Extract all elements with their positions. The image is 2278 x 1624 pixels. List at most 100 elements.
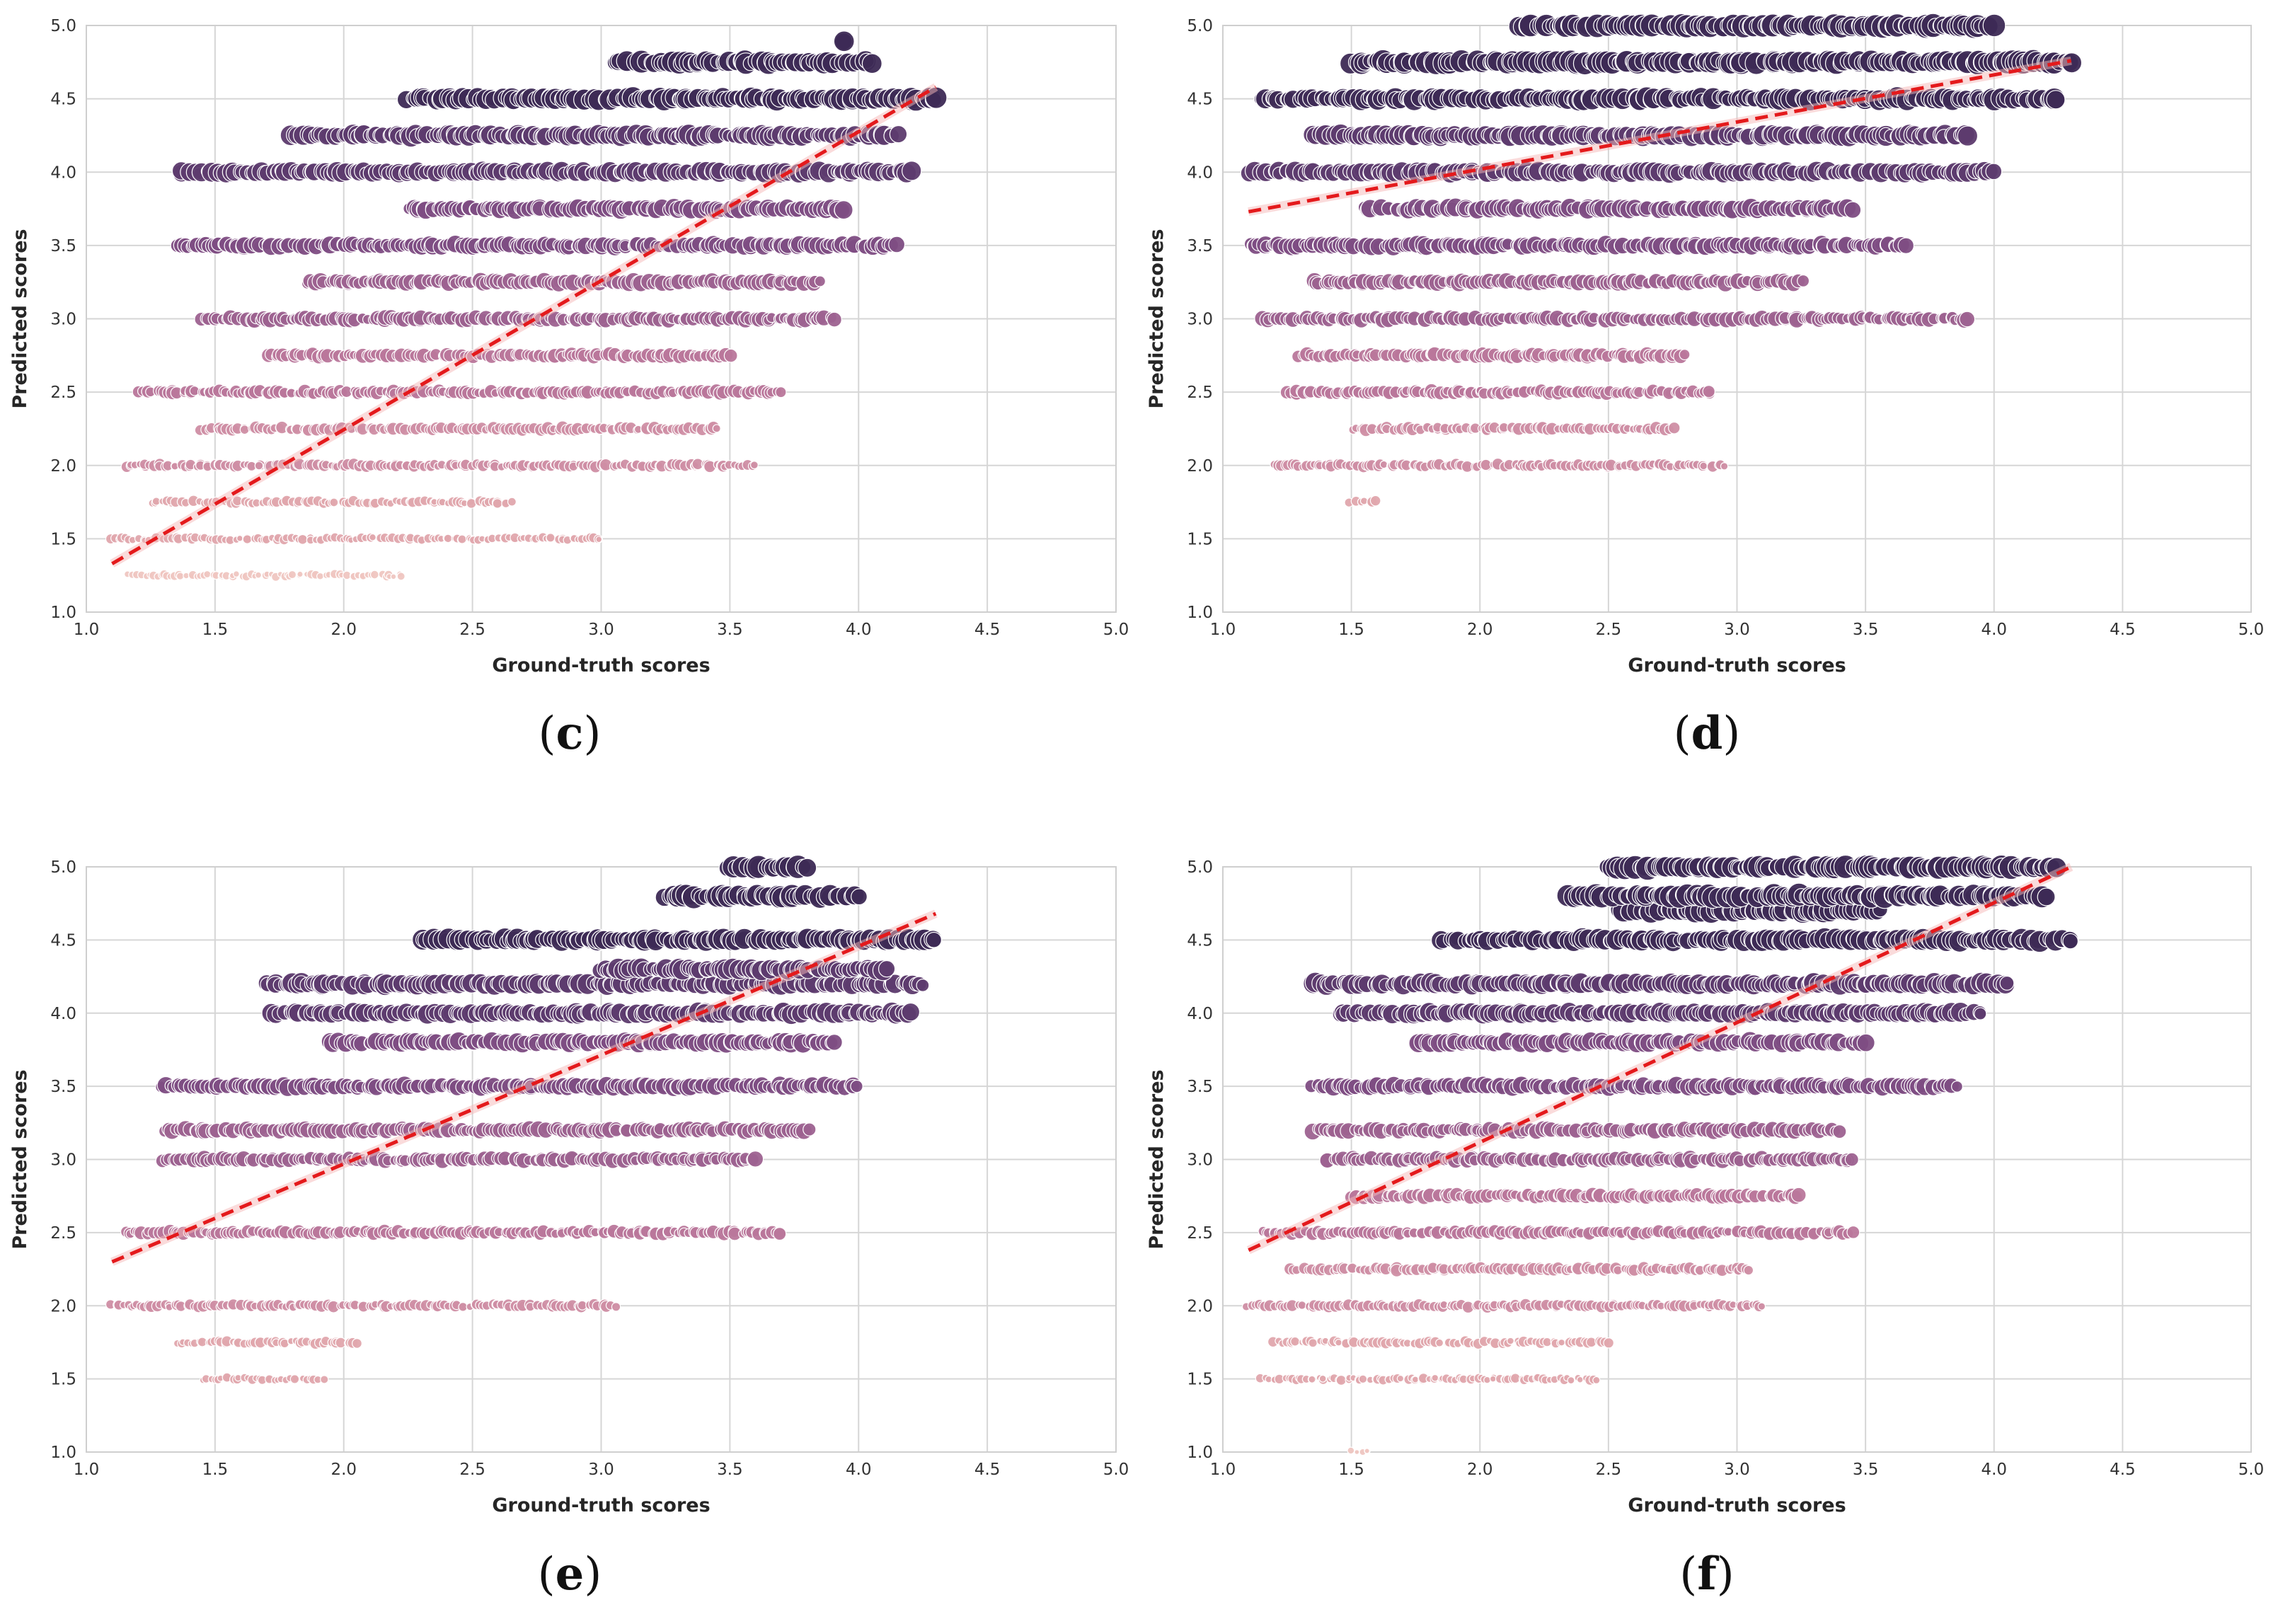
y-tick-label: 3.0: [1187, 311, 1213, 329]
scatter-points: [1240, 13, 2083, 508]
data-point: [203, 570, 212, 579]
x-tick-label: 2.0: [1467, 621, 1493, 639]
data-point: [329, 497, 339, 507]
data-point: [1959, 311, 1976, 328]
data-point: [1679, 349, 1691, 361]
data-point: [254, 461, 264, 471]
data-point: [1720, 462, 1729, 471]
data-point: [1797, 274, 1810, 288]
data-point: [242, 534, 253, 544]
x-tick-label: 5.0: [1103, 621, 1129, 639]
data-point: [297, 570, 304, 578]
data-point: [902, 161, 922, 181]
y-tick-label: 2.5: [50, 384, 76, 402]
data-point: [2046, 90, 2066, 110]
data-point: [396, 572, 405, 581]
x-tick-label: 4.5: [2110, 621, 2136, 639]
y-tick-label: 2.0: [50, 1297, 76, 1315]
y-tick-label: 5.0: [50, 17, 76, 35]
panel-label: (c): [539, 707, 602, 760]
data-point: [1843, 201, 1862, 219]
y-tick-label: 1.5: [1187, 530, 1213, 548]
data-point: [176, 572, 185, 580]
x-tick-label: 5.0: [1103, 1461, 1129, 1479]
data-point: [320, 1375, 329, 1384]
data-point: [747, 1151, 764, 1168]
x-tick-label: 2.5: [459, 1461, 485, 1479]
y-tick-label: 3.0: [50, 1151, 76, 1170]
data-point: [1985, 163, 2003, 180]
data-point: [1668, 421, 1681, 434]
y-tick-label: 1.0: [1187, 604, 1213, 622]
y-tick-label: 2.0: [1187, 457, 1213, 476]
x-tick-label: 2.5: [1596, 621, 1622, 639]
x-tick-label: 1.0: [74, 1461, 100, 1479]
chart-panel-c: 1.0 1.5 2.0 2.5 3.0 3.5 4.0 4.5 5.01.01.52.02.53…: [9, 17, 1129, 760]
data-point: [773, 1227, 787, 1241]
x-tick-label: 3.5: [717, 1461, 743, 1479]
y-tick-label: 2.0: [50, 457, 76, 476]
data-point: [492, 498, 503, 509]
data-point: [1379, 460, 1388, 469]
y-axis-label: Predicted scores: [9, 229, 31, 408]
data-point: [297, 534, 309, 545]
data-point: [834, 200, 853, 220]
data-point: [611, 1302, 621, 1312]
x-tick-label: 3.0: [588, 621, 614, 639]
x-tick-label: 1.5: [1338, 621, 1364, 639]
data-point: [287, 570, 297, 580]
y-tick-label: 3.5: [50, 1078, 76, 1096]
y-tick-label: 5.0: [1187, 17, 1213, 35]
data-point: [507, 497, 517, 507]
y-tick-label: 1.5: [50, 1371, 76, 1389]
y-tick-label: 1.0: [50, 604, 76, 622]
data-point: [546, 533, 556, 543]
x-tick-label: 3.0: [588, 1461, 614, 1479]
data-point: [316, 572, 324, 580]
data-point: [457, 534, 467, 544]
data-point: [712, 424, 721, 433]
data-point: [289, 1374, 300, 1384]
y-tick-label: 4.5: [50, 91, 76, 109]
x-tick-label: 1.5: [202, 621, 229, 639]
y-tick-label: 3.5: [1187, 237, 1213, 255]
y-tick-label: 4.5: [50, 931, 76, 950]
y-tick-label: 5.0: [50, 858, 76, 877]
data-point: [888, 236, 906, 253]
chart-panel-e: 1.0 1.5 2.0 2.5 3.0 3.5 4.0 4.5 5.01.01.52.02.53…: [9, 854, 1129, 1601]
y-tick-label: 4.5: [1187, 91, 1213, 109]
plot-frame: [86, 25, 1117, 613]
y-tick-label: 4.0: [1187, 163, 1213, 182]
data-point: [369, 533, 376, 541]
data-point: [390, 573, 397, 580]
x-tick-label: 3.5: [717, 621, 743, 639]
x-tick-label: 2.0: [330, 621, 357, 639]
data-point: [352, 1337, 362, 1349]
x-tick-label: 3.5: [1853, 621, 1879, 639]
data-point: [232, 570, 240, 578]
x-tick-label: 2.0: [330, 1461, 357, 1479]
y-tick-label: 3.5: [50, 237, 76, 255]
y-tick-label: 2.5: [1187, 384, 1213, 402]
scatter-points: [105, 854, 943, 1385]
x-tick-label: 5.0: [2238, 621, 2265, 639]
y-tick-label: 4.0: [50, 163, 76, 182]
data-point: [1369, 495, 1381, 507]
data-point: [814, 275, 826, 287]
x-tick-label: 4.0: [846, 1461, 872, 1479]
x-tick-label: 4.5: [974, 621, 1001, 639]
y-tick-label: 4.0: [50, 1005, 76, 1023]
y-tick-label: 2.5: [50, 1224, 76, 1243]
x-tick-label: 2.5: [459, 621, 485, 639]
data-point: [1957, 125, 1979, 146]
data-point: [889, 125, 908, 144]
chart-panel-d: 1.0 1.5 2.0 2.5 3.0 3.5 4.0 4.5 5.01.01.52.02.53…: [1146, 13, 2264, 760]
x-tick-label: 4.5: [974, 1461, 1001, 1479]
y-tick-label: 3.0: [50, 311, 76, 329]
x-tick-label: 4.0: [1981, 621, 2007, 639]
data-point: [239, 425, 250, 435]
data-point: [827, 311, 842, 328]
x-tick-label: 3.0: [1724, 621, 1750, 639]
data-point: [1699, 461, 1708, 471]
